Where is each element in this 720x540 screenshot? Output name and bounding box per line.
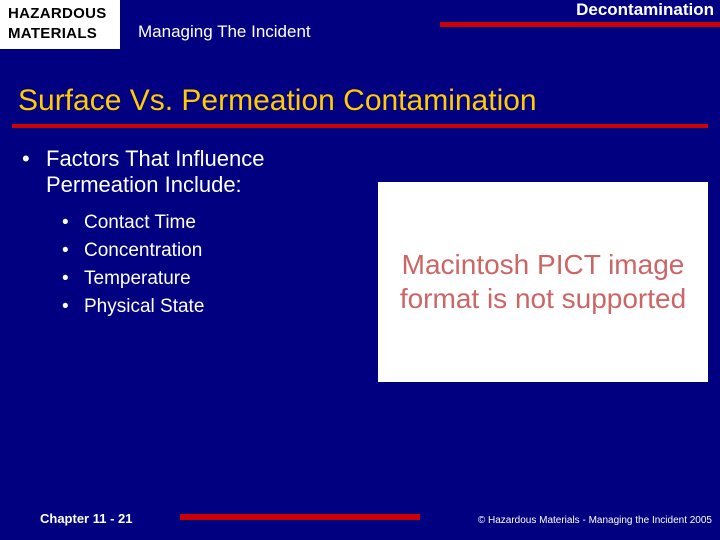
bullet-dot-icon: • (22, 146, 46, 198)
copyright-text: © Hazardous Materials - Managing the Inc… (478, 515, 712, 526)
list-item: •Contact Time (62, 212, 360, 234)
sub-bullet-text: Physical State (84, 296, 204, 318)
slide-title: Surface Vs. Permeation Contamination (18, 84, 720, 118)
slide-header: HAZARDOUS MATERIALS Managing The Inciden… (0, 0, 720, 56)
header-subtitle: Managing The Incident (138, 22, 311, 42)
title-underline (12, 124, 708, 128)
list-item: •Temperature (62, 268, 360, 290)
main-bullet: • Factors That Influence Permeation Incl… (22, 146, 360, 198)
image-placeholder-text: Macintosh PICT image format is not suppo… (378, 248, 708, 315)
badge-line2: MATERIALS (8, 24, 112, 44)
left-column: • Factors That Influence Permeation Incl… (0, 146, 360, 324)
badge-line1: HAZARDOUS (8, 4, 112, 24)
bullet-dot-icon: • (62, 240, 84, 262)
image-placeholder: Macintosh PICT image format is not suppo… (378, 182, 708, 382)
sub-bullet-text: Contact Time (84, 212, 196, 234)
bullet-dot-icon: • (62, 296, 84, 318)
topic-underline (440, 22, 720, 27)
chapter-label: Chapter 11 - 21 (40, 511, 133, 526)
slide-footer: Chapter 11 - 21 © Hazardous Materials - … (0, 506, 720, 530)
list-item: •Physical State (62, 296, 360, 318)
list-item: •Concentration (62, 240, 360, 262)
sub-bullet-text: Temperature (84, 268, 191, 290)
bullet-dot-icon: • (62, 268, 84, 290)
bullet-dot-icon: • (62, 212, 84, 234)
sub-bullet-text: Concentration (84, 240, 202, 262)
hazmat-badge: HAZARDOUS MATERIALS (0, 0, 120, 49)
main-bullet-text: Factors That Influence Permeation Includ… (46, 146, 360, 198)
topic-label: Decontamination (440, 0, 720, 22)
topic-wrap: Decontamination (440, 0, 720, 27)
sub-bullet-list: •Contact Time •Concentration •Temperatur… (22, 212, 360, 318)
footer-accent-bar (180, 514, 420, 520)
